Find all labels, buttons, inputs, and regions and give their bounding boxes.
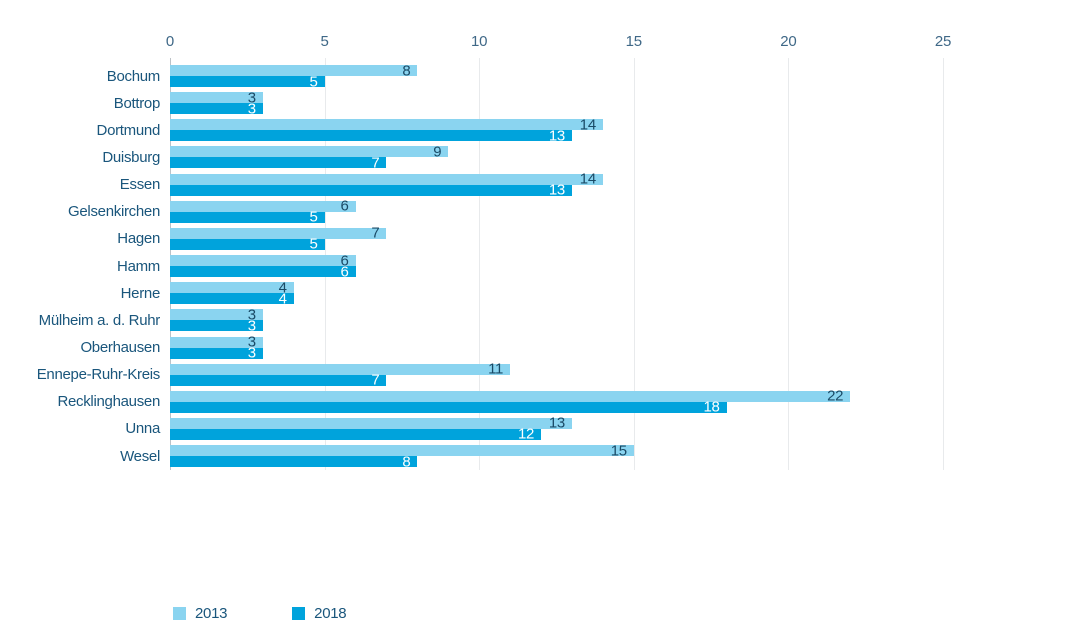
bar-2013 — [170, 445, 634, 457]
bar-2018 — [170, 184, 572, 196]
category-label: Hamm — [117, 257, 160, 275]
value-label-2013: 15 — [610, 442, 627, 460]
category-label: Oberhausen — [80, 339, 160, 356]
legend-label-2013: 2013 — [195, 605, 228, 622]
value-label-2013: 6 — [340, 252, 349, 270]
x-axis-tick-15: 15 — [625, 33, 642, 50]
value-label-2013: 7 — [371, 224, 380, 242]
bar-2018 — [170, 374, 387, 386]
bar-2018 — [170, 428, 542, 440]
legend: 2013 2018 — [173, 605, 411, 622]
gridline-x-10 — [479, 58, 481, 470]
category-label: Mülheim a. d. Ruhr — [38, 311, 161, 329]
bar-2018 — [170, 320, 263, 332]
bar-2013 — [170, 173, 603, 185]
value-label-2013: 8 — [402, 62, 411, 79]
value-label-2013: 6 — [340, 197, 349, 215]
value-label-2018: 18 — [703, 398, 720, 416]
bar-2018 — [170, 401, 727, 413]
category-label: Ennepe-Ruhr-Kreis — [36, 366, 161, 384]
bar-2013 — [170, 227, 387, 239]
value-label-2013: 13 — [548, 414, 565, 432]
value-label-2018: 4 — [278, 290, 287, 308]
category-label: Essen — [119, 176, 161, 194]
bar-2013 — [170, 255, 356, 267]
category-label: Unna — [125, 420, 160, 438]
category-label: Wesel — [120, 447, 160, 465]
category-label: Gelsenkirchen — [68, 203, 160, 221]
bar-2018 — [170, 76, 325, 87]
value-label-2018: 13 — [548, 181, 565, 199]
gridline-x-20 — [788, 58, 790, 470]
value-label-2013: 22 — [827, 387, 844, 405]
value-label-2013: 3 — [247, 306, 256, 324]
category-label: Bochum — [106, 67, 161, 85]
legend-swatch-2018 — [292, 607, 306, 620]
bar-2013 — [170, 92, 263, 104]
x-axis-tick-25: 25 — [934, 33, 952, 50]
value-label-2018: 7 — [371, 154, 380, 172]
bar-2013 — [170, 119, 603, 131]
value-label-2018: 12 — [517, 425, 535, 443]
category-label: Hagen — [117, 230, 160, 248]
value-label-2018: 3 — [247, 344, 256, 362]
gridline-x-25 — [943, 58, 944, 470]
value-label-2013: 14 — [579, 170, 596, 188]
value-label-2018: 6 — [340, 263, 349, 281]
bar-2013 — [170, 309, 263, 321]
category-label: Recklinghausen — [57, 393, 160, 411]
value-label-2018: 7 — [371, 371, 380, 389]
bar-2013 — [170, 417, 572, 429]
legend-item-2018: 2018 — [292, 605, 347, 622]
value-label-2013: 3 — [247, 333, 256, 351]
value-label-2013: 9 — [433, 143, 442, 161]
bar-2018 — [170, 293, 294, 305]
bar-2018 — [170, 130, 572, 142]
value-label-2013: 4 — [278, 279, 287, 297]
value-label-2018: 5 — [309, 73, 318, 90]
x-axis-tick-0: 0 — [165, 33, 175, 50]
value-label-2013: 14 — [579, 116, 596, 134]
bar-2018 — [170, 103, 263, 115]
value-label-2018: 8 — [402, 453, 411, 471]
x-axis-tick-20: 20 — [780, 33, 797, 50]
bar-2013 — [170, 65, 418, 76]
bar-2013 — [170, 146, 449, 158]
bar-2013 — [170, 363, 511, 375]
value-label-2013: 3 — [247, 89, 256, 107]
bar-2013 — [170, 390, 851, 402]
gridline-x-15 — [633, 58, 635, 470]
category-label: Herne — [120, 284, 161, 302]
category-label: Duisburg — [102, 148, 160, 166]
legend-label-2018: 2018 — [314, 605, 347, 622]
category-label: Bottrop — [113, 94, 161, 112]
bar-2018 — [170, 238, 325, 250]
bar-2013 — [170, 200, 356, 212]
value-label-2018: 3 — [247, 100, 256, 118]
bar-2013 — [170, 282, 294, 294]
value-label-2018: 13 — [548, 127, 565, 145]
bar-2018 — [170, 456, 418, 468]
bar-2013 — [170, 336, 263, 348]
legend-swatch-2013 — [173, 607, 186, 620]
x-axis-tick-5: 5 — [320, 33, 329, 50]
x-axis-tick-10: 10 — [471, 33, 488, 50]
bar-2018 — [170, 347, 263, 359]
value-label-2018: 5 — [309, 208, 318, 226]
bar-2018 — [170, 157, 387, 169]
value-label-2018: 5 — [309, 235, 318, 253]
category-label: Dortmund — [96, 121, 161, 139]
legend-item-2013: 2013 — [173, 605, 227, 622]
bar-2018 — [170, 266, 356, 278]
value-label-2018: 3 — [247, 317, 256, 335]
value-label-2013: 11 — [488, 360, 504, 378]
bar-2018 — [170, 211, 325, 223]
